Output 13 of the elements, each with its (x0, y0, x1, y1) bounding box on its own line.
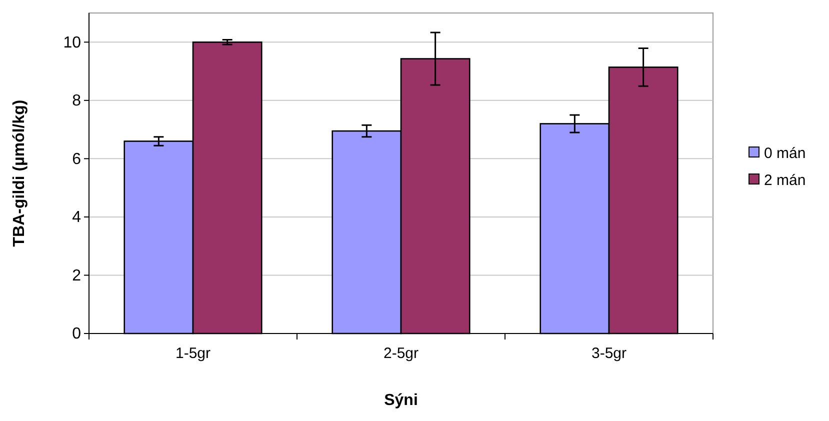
y-tick-label: 10 (63, 34, 82, 52)
y-tick-label: 0 (72, 326, 82, 343)
y-tick-label: 2 (72, 267, 82, 284)
y-tick-label: 8 (72, 92, 82, 110)
y-tick-label: 6 (72, 150, 82, 168)
x-tick-label: 1-5gr (175, 345, 211, 362)
x-tick-label: 3-5gr (591, 345, 627, 362)
legend-label: 2 mán (764, 172, 806, 189)
y-tick-label: 4 (72, 209, 82, 226)
y-axis-title: TBA-gildi (µmól/kg) (11, 100, 28, 247)
x-axis-title: Sýni (384, 392, 418, 409)
legend-label: 0 mán (764, 145, 806, 162)
x-tick-label: 2-5gr (383, 345, 419, 362)
